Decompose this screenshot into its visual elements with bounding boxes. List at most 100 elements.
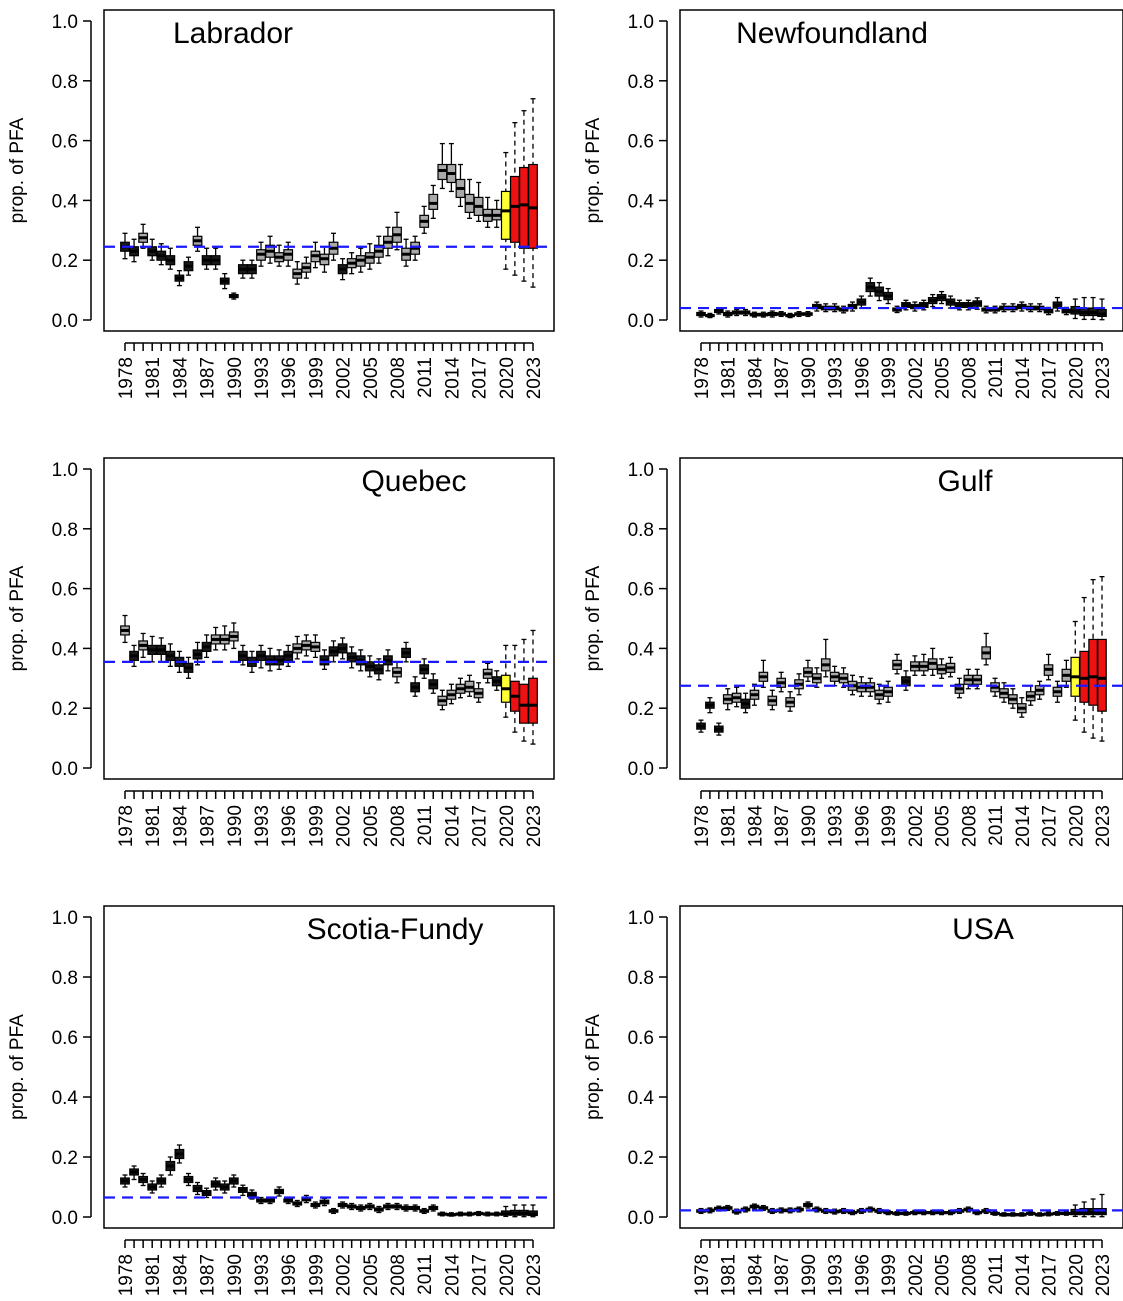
box-2009	[972, 668, 983, 690]
box-1988	[785, 312, 795, 319]
plot-frame	[103, 457, 555, 780]
box-2014	[1016, 697, 1027, 718]
x-tick-label: 1990	[799, 357, 820, 399]
y-tick-label: 0.4	[52, 639, 79, 660]
x-tick-label: 1999	[879, 357, 900, 399]
chart-panel-labrador: 0.0 0.2 0.4 0.6 0.8 1.0 prop. of PFA 1978 1981 19…	[7, 9, 555, 399]
y-tick-label: 0.0	[628, 311, 654, 332]
x-tick-label: 2002	[334, 1254, 355, 1296]
y-tick-label: 0.4	[628, 191, 655, 212]
y-tick-label: 0.0	[52, 311, 78, 332]
y-tick-label: 0.8	[628, 520, 654, 541]
box-2013	[437, 142, 448, 190]
box-2012	[428, 184, 439, 219]
box-2016	[1034, 1212, 1045, 1217]
box-1985	[183, 656, 194, 679]
x-tick-label: 1996	[279, 1254, 300, 1296]
x-tick-label: 2005	[933, 357, 954, 399]
box-2023	[528, 629, 538, 745]
box-2000	[319, 246, 330, 273]
box-2019	[1061, 1210, 1072, 1216]
x-tick-label: 1990	[225, 805, 246, 847]
box-2009	[972, 297, 983, 310]
box-1989	[219, 1180, 230, 1194]
chart-panel-scotia-fundy: 0.0 0.2 0.4 0.6 0.8 1.0 prop. of PFA 1978 1981 19…	[7, 905, 555, 1296]
box-1981	[147, 1180, 158, 1194]
box-1990	[228, 622, 239, 650]
box-1989	[219, 273, 230, 290]
x-tick-label: 2017	[1040, 805, 1061, 847]
x-tick-label: 1999	[306, 357, 327, 399]
x-tick-label: 2005	[361, 1254, 382, 1296]
box-2016	[1034, 680, 1045, 700]
x-tick-label: 1990	[225, 357, 246, 399]
x-tick-label: 2023	[1093, 357, 1114, 399]
box-2005	[364, 1202, 375, 1211]
y-tick-label: 0.0	[52, 1208, 78, 1229]
box-1995	[274, 244, 285, 267]
box-1983	[740, 308, 751, 317]
y-tick-label: 1.0	[52, 12, 78, 33]
x-tick-label: 2002	[906, 805, 927, 847]
box-2009	[401, 1204, 411, 1212]
box-2001	[328, 232, 339, 261]
box-1978	[696, 310, 706, 318]
y-tick-label: 0.2	[52, 699, 78, 720]
box-2002	[910, 655, 920, 676]
box-2000	[319, 649, 330, 670]
box-1998	[874, 683, 885, 705]
box-1994	[838, 667, 849, 688]
box-1989	[219, 625, 230, 651]
x-tick-label: 2011	[986, 357, 1007, 398]
box-2014	[446, 142, 457, 193]
box-2021	[1079, 296, 1090, 321]
box-1994	[265, 647, 275, 672]
box-2004	[927, 293, 938, 308]
y-tick-label: 0.4	[52, 1088, 79, 1109]
box-2015	[1025, 1210, 1036, 1216]
box-1980	[138, 1172, 149, 1187]
box-2018	[482, 196, 493, 228]
box-2018	[1052, 680, 1063, 703]
x-tick-label: 2017	[470, 1254, 491, 1296]
box-1995	[274, 1186, 285, 1197]
y-tick-label: 1.0	[52, 460, 78, 481]
box-1994	[265, 235, 275, 264]
box-1995	[274, 649, 285, 670]
box-1979	[705, 312, 715, 319]
box-2013	[1008, 688, 1018, 709]
x-tick-label: 2017	[470, 357, 491, 399]
x-tick-label: 1984	[745, 357, 766, 400]
box-2001	[328, 1207, 339, 1215]
box-2007	[383, 1202, 393, 1211]
box-2015	[455, 1211, 466, 1217]
y-axis-label: prop. of PFA	[583, 117, 604, 223]
x-tick-label: 2017	[470, 805, 491, 847]
box-1989	[794, 310, 804, 318]
box-2008	[392, 1202, 402, 1211]
x-tick-label: 2023	[1093, 1254, 1114, 1296]
box-2021	[1079, 1201, 1090, 1218]
box-2021	[509, 644, 520, 733]
box-2004	[355, 1204, 366, 1212]
box-1990	[803, 1201, 813, 1209]
x-tick-label: 2008	[959, 805, 980, 847]
box-2010	[410, 235, 421, 261]
box-2016	[464, 674, 475, 697]
y-tick-label: 0.0	[628, 759, 654, 780]
box-1980	[138, 632, 149, 659]
box-1981	[722, 310, 733, 318]
box-2003	[346, 252, 357, 275]
box-1986	[767, 310, 778, 318]
box-2018	[1052, 296, 1063, 312]
x-tick-label: 2011	[986, 1254, 1007, 1295]
x-tick-label: 1987	[198, 1254, 219, 1296]
box-1986	[767, 689, 778, 711]
box-2007	[383, 226, 393, 257]
box-1987	[201, 634, 212, 659]
x-tick-label: 1996	[279, 805, 300, 847]
box-1997	[292, 1199, 303, 1208]
